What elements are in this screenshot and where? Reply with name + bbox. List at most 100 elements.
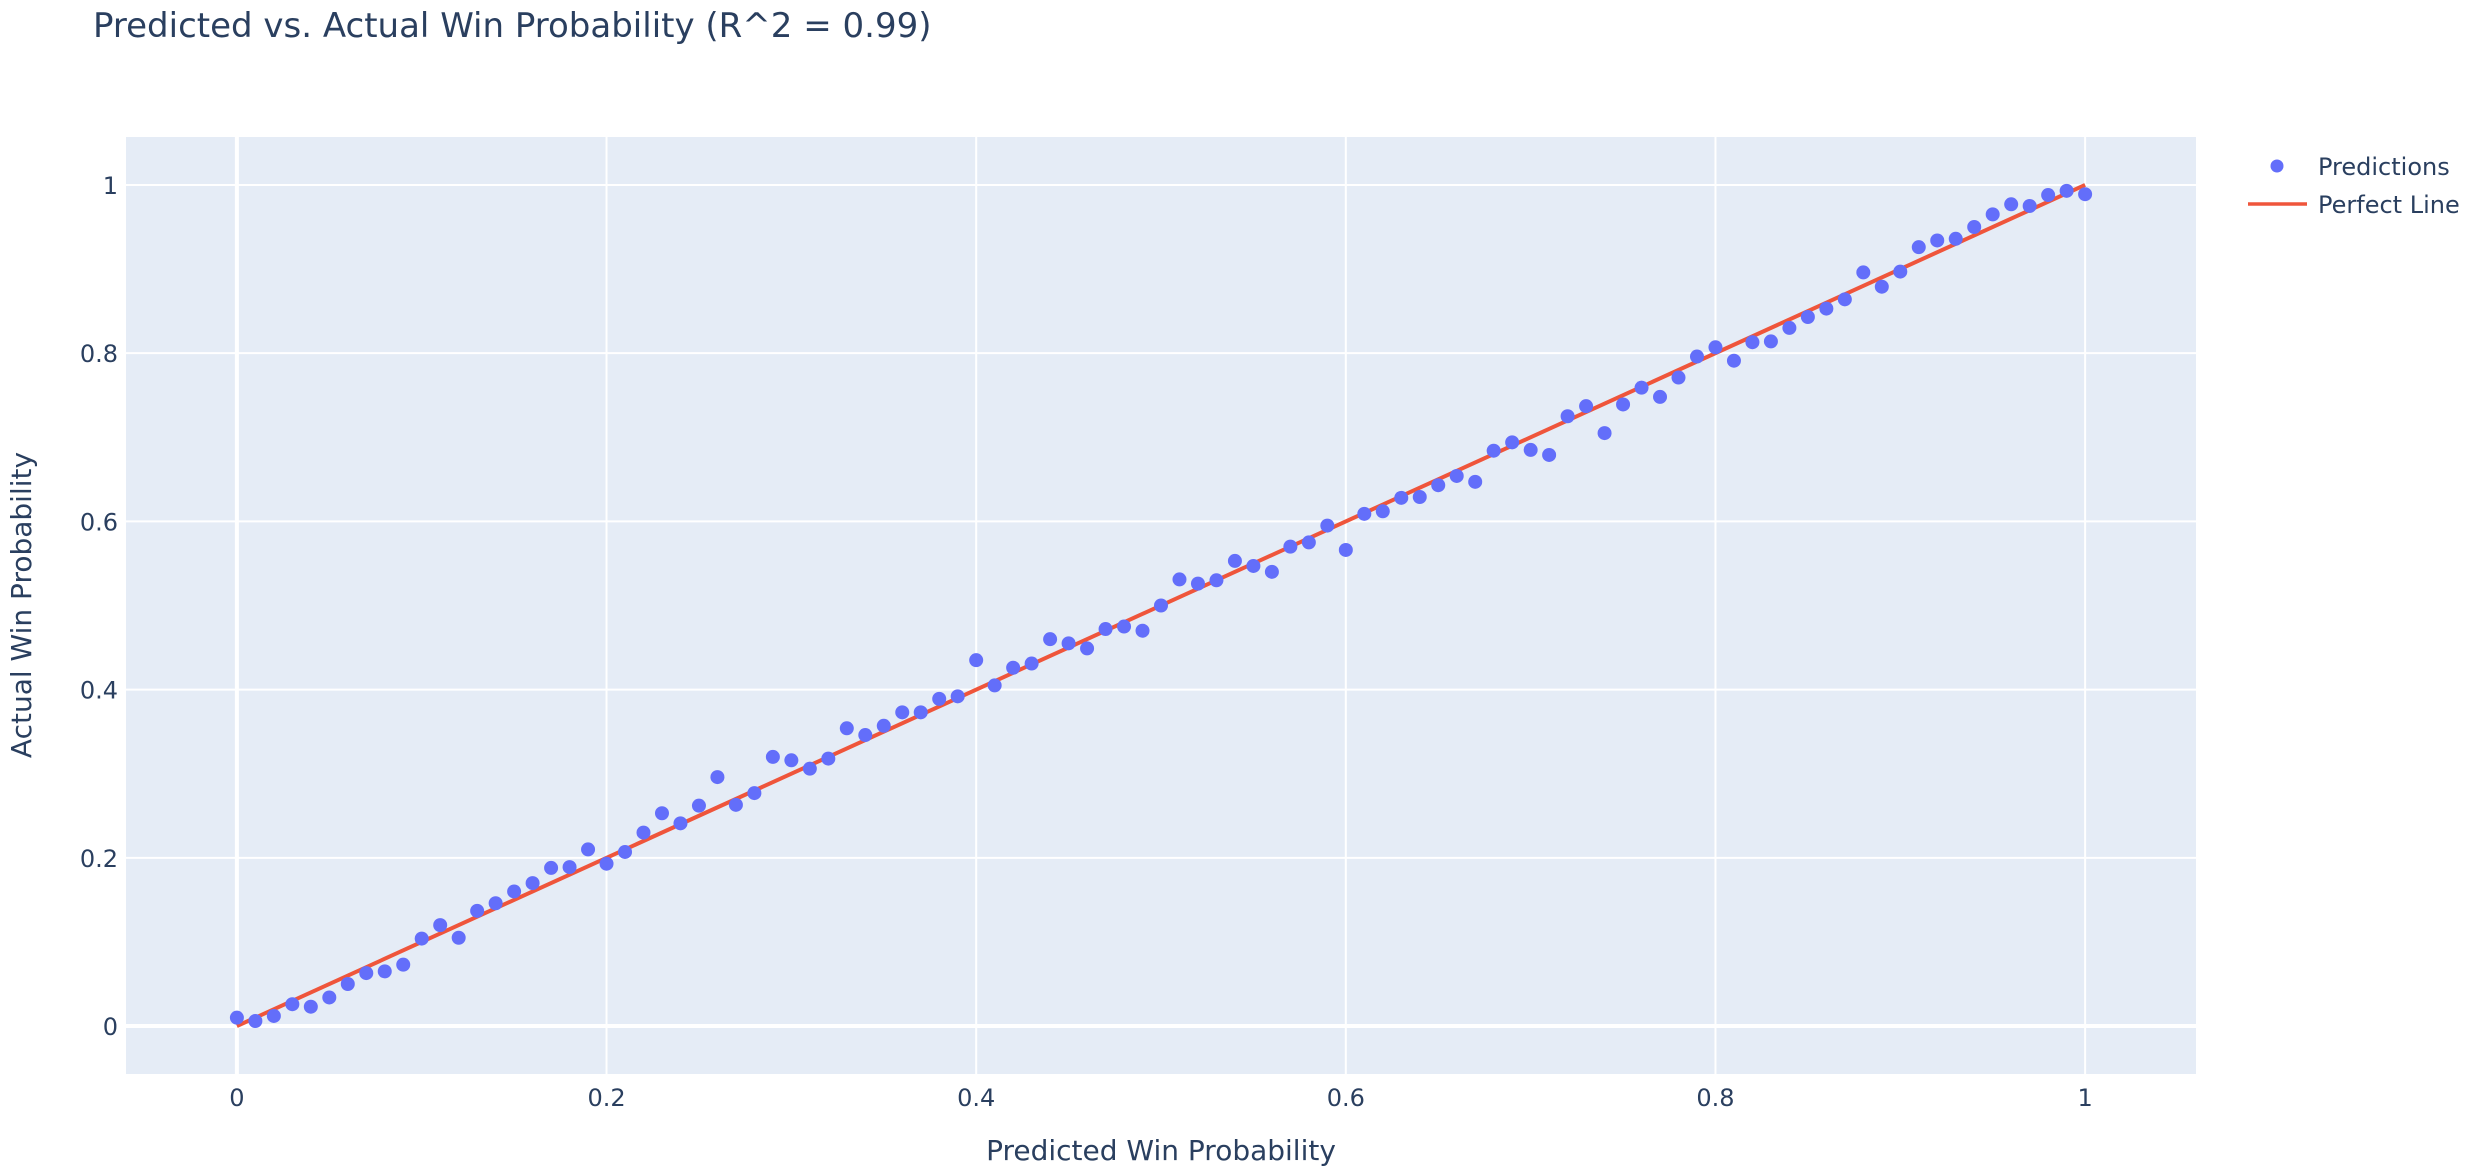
data-point xyxy=(525,876,540,891)
data-point xyxy=(322,990,337,1005)
data-point xyxy=(636,825,651,840)
data-point xyxy=(839,721,854,736)
y-tick-label: 0.4 xyxy=(80,677,118,705)
data-point xyxy=(987,678,1002,693)
data-point xyxy=(488,896,503,911)
data-point xyxy=(2004,197,2019,212)
data-point xyxy=(507,884,522,899)
x-tick-label: 0.8 xyxy=(1696,1084,1734,1112)
x-tick-label: 0.2 xyxy=(587,1084,625,1112)
data-point xyxy=(1671,370,1686,385)
legend[interactable]: Predictions Perfect Line xyxy=(2248,153,2460,219)
data-point xyxy=(1523,442,1538,457)
data-point xyxy=(1967,219,1982,234)
data-point xyxy=(2022,198,2037,213)
data-point xyxy=(1394,490,1409,505)
data-point xyxy=(1819,301,1834,316)
data-point xyxy=(1190,576,1205,591)
data-point xyxy=(303,999,318,1014)
data-point xyxy=(451,930,466,945)
data-point xyxy=(1837,292,1852,307)
data-point xyxy=(359,966,374,981)
data-point xyxy=(691,798,706,813)
data-point xyxy=(1708,340,1723,355)
data-point xyxy=(784,753,799,768)
data-point xyxy=(913,705,928,720)
x-tick-label: 0.6 xyxy=(1327,1084,1365,1112)
data-point xyxy=(2059,183,2074,198)
data-point xyxy=(1726,353,1741,368)
data-point xyxy=(1893,264,1908,279)
data-point xyxy=(1320,518,1335,533)
data-point xyxy=(1468,474,1483,489)
x-tick-label: 0.4 xyxy=(957,1084,995,1112)
data-point xyxy=(1172,572,1187,587)
data-point xyxy=(821,751,836,766)
data-point xyxy=(396,957,411,972)
data-point xyxy=(1449,468,1464,483)
data-point xyxy=(1412,489,1427,504)
data-point xyxy=(1080,641,1095,656)
data-point xyxy=(1061,636,1076,651)
data-point xyxy=(1117,619,1132,634)
data-point xyxy=(728,797,743,812)
data-point xyxy=(1745,335,1760,350)
legend-label-perfect-line: Perfect Line xyxy=(2318,191,2460,219)
data-point xyxy=(1431,478,1446,493)
data-point xyxy=(2041,188,2056,203)
data-point xyxy=(581,842,596,857)
data-point xyxy=(895,705,910,720)
grid-lines xyxy=(126,137,2196,1074)
data-point xyxy=(932,691,947,706)
data-point xyxy=(673,816,688,831)
data-point xyxy=(1782,320,1797,335)
data-point xyxy=(544,860,559,875)
y-tick-label: 0.8 xyxy=(80,340,118,368)
data-point xyxy=(618,844,633,859)
data-point xyxy=(1911,240,1926,255)
series-layer xyxy=(229,183,2093,1029)
data-point xyxy=(1800,309,1815,324)
data-point xyxy=(1006,660,1021,675)
data-point xyxy=(1505,435,1520,450)
data-point xyxy=(285,997,300,1012)
data-point xyxy=(1024,656,1039,671)
data-point xyxy=(266,1008,281,1023)
data-point xyxy=(414,931,429,946)
data-point xyxy=(1948,231,1963,246)
legend-label-predictions: Predictions xyxy=(2318,153,2450,181)
data-point xyxy=(1209,573,1224,588)
data-point xyxy=(747,786,762,801)
data-point xyxy=(377,964,392,979)
legend-item-perfect-line[interactable]: Perfect Line xyxy=(2248,191,2460,219)
data-point xyxy=(1616,397,1631,412)
y-tick-label: 0 xyxy=(103,1013,118,1041)
data-point xyxy=(1357,506,1372,521)
x-tick-label: 0 xyxy=(229,1084,244,1112)
series-predictions xyxy=(229,183,2093,1029)
data-point xyxy=(1375,504,1390,519)
legend-item-predictions[interactable]: Predictions xyxy=(2270,153,2450,181)
data-point xyxy=(1856,265,1871,280)
data-point xyxy=(1597,426,1612,441)
data-point xyxy=(969,653,984,668)
data-point xyxy=(765,749,780,764)
y-axis-title: Actual Win Probability xyxy=(5,452,38,758)
x-axis-title: Predicted Win Probability xyxy=(986,1134,1336,1167)
data-point xyxy=(1930,233,1945,248)
data-point xyxy=(950,689,965,704)
data-point xyxy=(2078,187,2093,202)
data-point xyxy=(1486,443,1501,458)
data-point xyxy=(1689,349,1704,364)
data-point xyxy=(1264,564,1279,579)
data-point xyxy=(229,1010,244,1025)
data-point xyxy=(802,761,817,776)
data-point xyxy=(1135,623,1150,638)
data-point xyxy=(876,718,891,733)
y-tick-label: 0.2 xyxy=(80,845,118,873)
data-point xyxy=(710,770,725,785)
data-point xyxy=(1338,542,1353,557)
data-point xyxy=(599,856,614,871)
